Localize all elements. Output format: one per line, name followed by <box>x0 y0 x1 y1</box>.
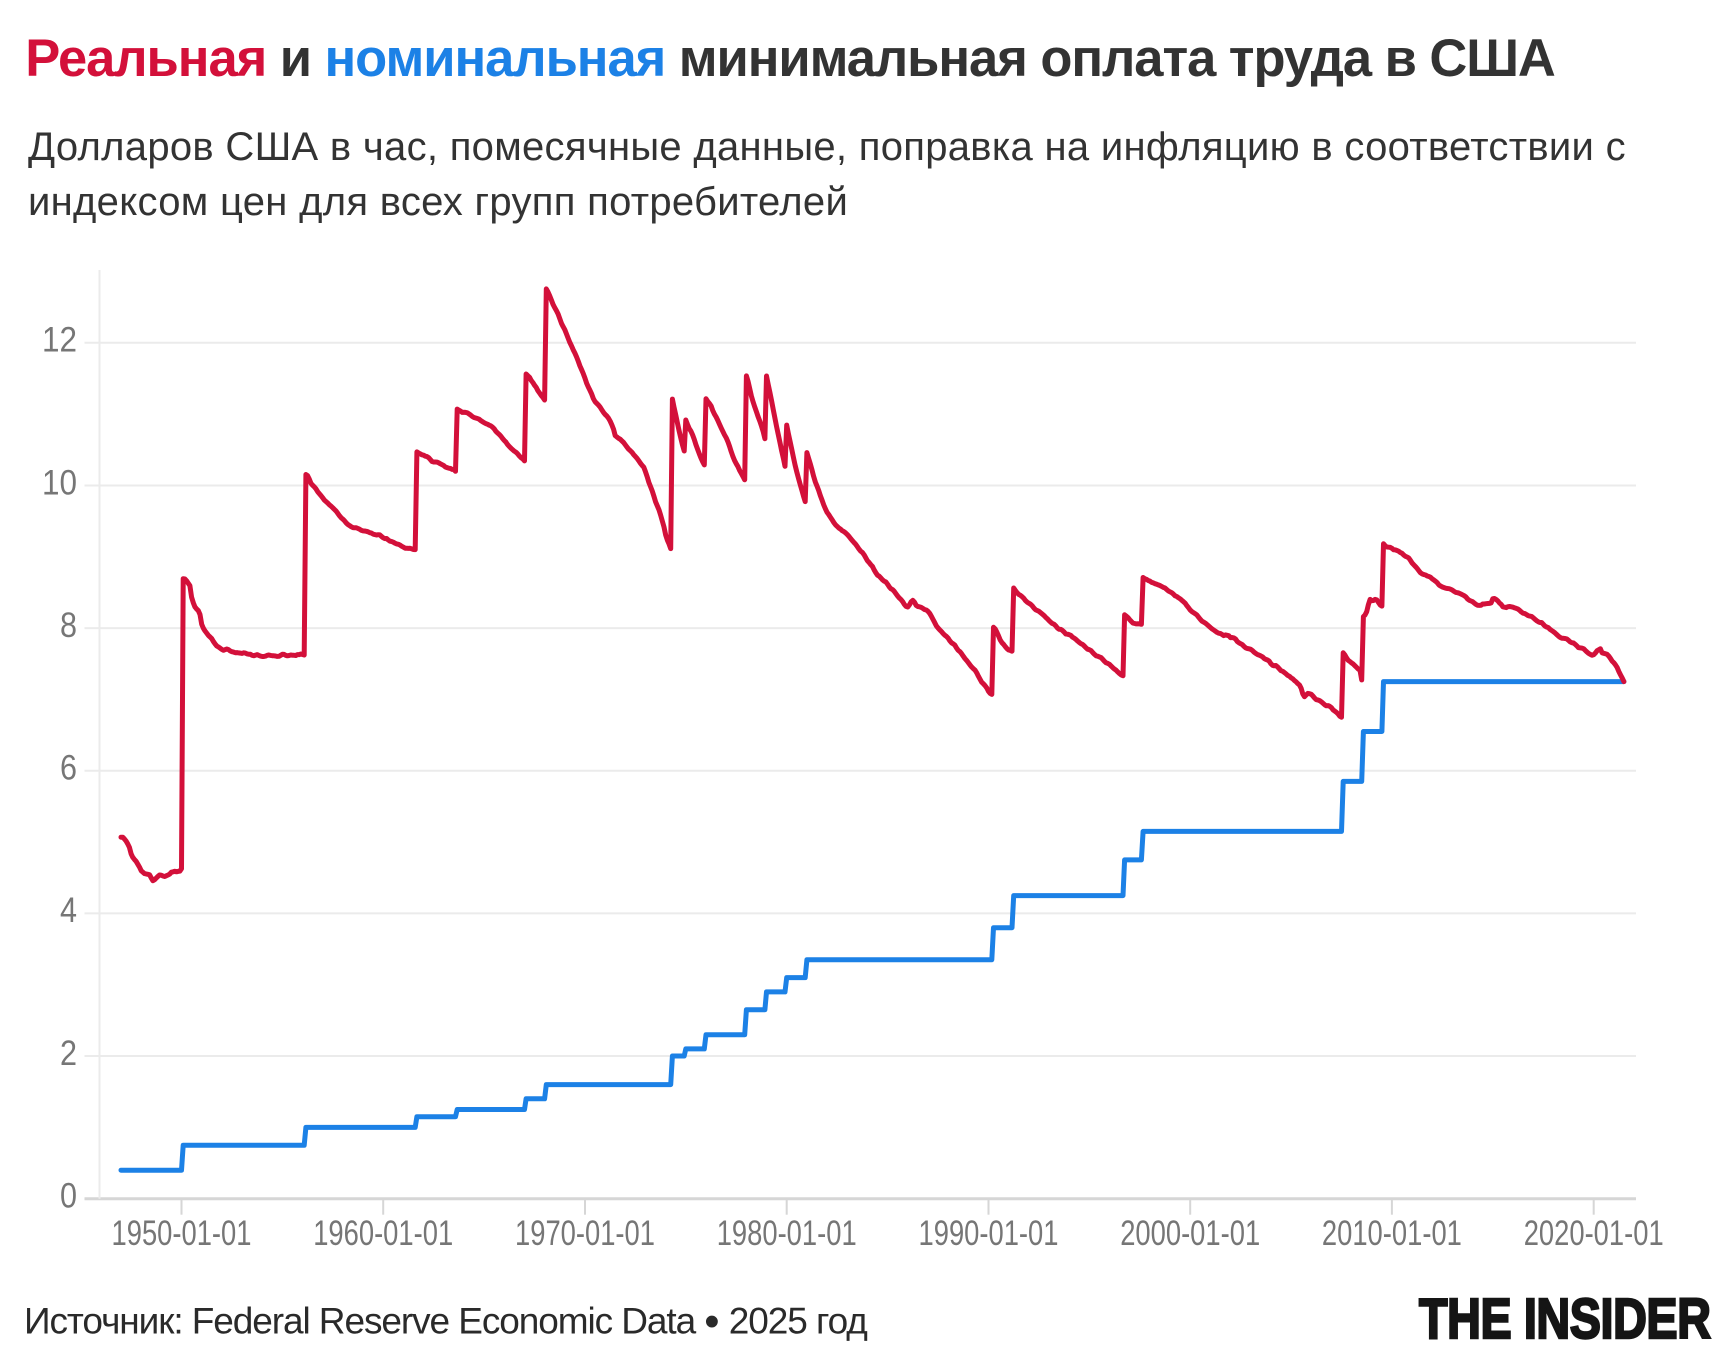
svg-text:1950-01-01: 1950-01-01 <box>112 1214 252 1253</box>
svg-text:8: 8 <box>60 606 77 645</box>
svg-text:1960-01-01: 1960-01-01 <box>313 1214 453 1253</box>
svg-text:10: 10 <box>42 463 77 502</box>
svg-text:1990-01-01: 1990-01-01 <box>919 1214 1059 1253</box>
svg-text:2: 2 <box>60 1034 77 1073</box>
svg-text:2000-01-01: 2000-01-01 <box>1120 1214 1260 1253</box>
svg-text:2020-01-01: 2020-01-01 <box>1524 1214 1664 1253</box>
svg-text:6: 6 <box>60 749 77 788</box>
svg-text:12: 12 <box>42 321 77 360</box>
svg-text:1980-01-01: 1980-01-01 <box>717 1214 857 1253</box>
svg-text:0: 0 <box>60 1177 77 1216</box>
svg-text:4: 4 <box>60 891 77 930</box>
svg-text:2010-01-01: 2010-01-01 <box>1322 1214 1462 1253</box>
svg-text:1970-01-01: 1970-01-01 <box>515 1214 655 1253</box>
